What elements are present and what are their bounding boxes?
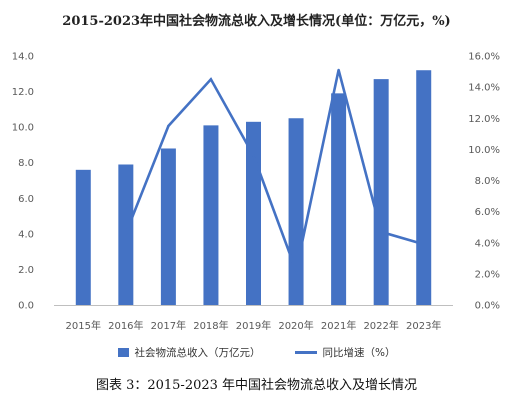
y-tick-label: 6.0 bbox=[18, 194, 34, 205]
y2-tick-label: 10.0% bbox=[468, 145, 500, 156]
line-point bbox=[252, 154, 255, 157]
legend: 社会物流总收入（万亿元） 同比增速（%） bbox=[0, 345, 513, 360]
y2-tick-label: 12.0% bbox=[468, 114, 500, 125]
x-tick-label: 2016年 bbox=[108, 319, 143, 332]
chart-plot: 0.0 2.0 4.0 6.0 8.0 10.0 12.0 14.0 0.0% 2.0% 4.0%… bbox=[12, 52, 500, 333]
bar bbox=[246, 121, 261, 305]
line-point bbox=[422, 243, 425, 246]
left-axis: 0.0 2.0 4.0 6.0 8.0 10.0 12.0 14.0 bbox=[12, 52, 34, 312]
line-point bbox=[209, 78, 213, 81]
bar bbox=[75, 169, 91, 305]
figure-caption: 图表 3：2015-2023 年中国社会物流总收入及增长情况 bbox=[95, 378, 418, 393]
y-tick-label: 12.0 bbox=[12, 87, 34, 98]
line-point bbox=[337, 68, 340, 72]
bar bbox=[160, 148, 176, 305]
x-axis: 2015年 2016年 2017年 2018年 2019年 2020年 2021年 2022年… bbox=[54, 305, 453, 332]
bar bbox=[118, 164, 134, 305]
bar bbox=[331, 93, 347, 305]
y-tick-label: 0.0 bbox=[18, 301, 34, 312]
x-tick-label: 2019年 bbox=[236, 319, 271, 332]
x-tick-label: 2020年 bbox=[278, 319, 313, 332]
line-point bbox=[379, 230, 383, 234]
y2-tick-label: 16.0% bbox=[468, 52, 500, 63]
legend-label-growth: 同比增速（%） bbox=[322, 347, 396, 359]
y2-tick-label: 0.0% bbox=[475, 301, 500, 312]
bar bbox=[416, 70, 432, 305]
chart-title: 2015-2023年中国社会物流总收入及增长情况(单位：万亿元，%) bbox=[62, 14, 451, 29]
legend-label-revenue: 社会物流总收入（万亿元） bbox=[134, 347, 261, 359]
line-point bbox=[167, 124, 170, 128]
y-tick-label: 10.0 bbox=[12, 123, 34, 134]
y-tick-label: 14.0 bbox=[12, 52, 34, 63]
legend-item-growth: 同比增速（%） bbox=[294, 345, 396, 360]
bar bbox=[203, 125, 219, 305]
x-tick-label: 2023年 bbox=[406, 319, 441, 332]
x-tick-label: 2018年 bbox=[193, 319, 228, 332]
x-tick-label: 2017年 bbox=[151, 319, 186, 332]
y-tick-label: 2.0 bbox=[18, 265, 34, 276]
line-point bbox=[124, 232, 128, 235]
y2-tick-label: 6.0% bbox=[475, 207, 500, 218]
y-tick-label: 8.0 bbox=[18, 158, 34, 169]
x-tick-label: 2021年 bbox=[321, 319, 356, 332]
growth-line bbox=[124, 69, 425, 276]
x-tick-label: 2022年 bbox=[363, 319, 398, 332]
bar bbox=[373, 79, 389, 305]
y-tick-label: 4.0 bbox=[18, 229, 34, 240]
x-tick-label: 2015年 bbox=[66, 319, 101, 332]
right-axis: 0.0% 2.0% 4.0% 6.0% 8.0% 10.0% 12.0% 14.0% 16.0% bbox=[468, 52, 500, 312]
y2-tick-label: 4.0% bbox=[475, 238, 500, 249]
y2-tick-label: 2.0% bbox=[475, 269, 500, 280]
legend-bar-swatch bbox=[117, 348, 129, 357]
bar bbox=[288, 118, 304, 305]
y2-tick-label: 8.0% bbox=[475, 176, 500, 187]
y2-tick-label: 14.0% bbox=[468, 83, 500, 94]
bar-series bbox=[75, 70, 432, 305]
legend-item-revenue: 社会物流总收入（万亿元） bbox=[117, 345, 261, 360]
line-point bbox=[294, 269, 298, 272]
line-series bbox=[124, 68, 425, 276]
legend-line-swatch bbox=[294, 351, 317, 354]
